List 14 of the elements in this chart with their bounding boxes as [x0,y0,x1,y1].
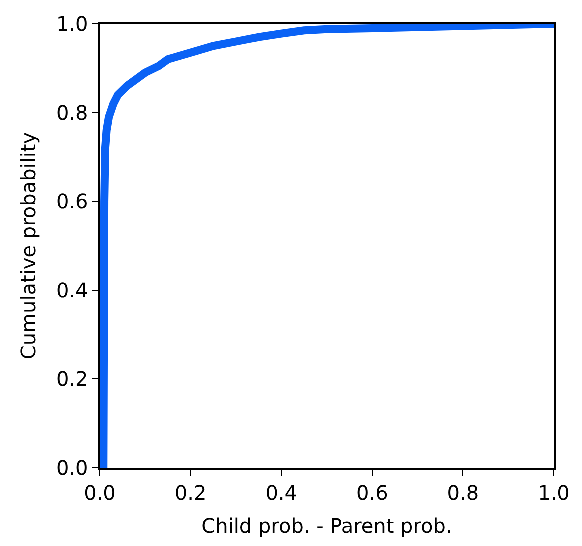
y-tick-label: 1.0 [56,12,88,36]
x-tick-label: 0.0 [84,480,116,505]
x-tick-label: 1.0 [538,480,570,505]
y-tick-label: 0.4 [56,278,88,302]
y-tick-label: 0.8 [56,100,88,125]
y-axis-title: Cumulative probability [16,132,40,360]
x-tick-label: 0.4 [266,480,298,505]
x-axis-title: Child prob. - Parent prob. [202,514,452,538]
y-tick-label: 0.6 [56,190,88,214]
x-tick-label: 0.2 [174,480,207,505]
x-tick-label: 0.6 [356,480,388,505]
y-tick-label: 0.0 [56,456,88,480]
x-tick-label: 0.8 [447,480,480,505]
y-tick-label: 0.2 [56,367,88,392]
